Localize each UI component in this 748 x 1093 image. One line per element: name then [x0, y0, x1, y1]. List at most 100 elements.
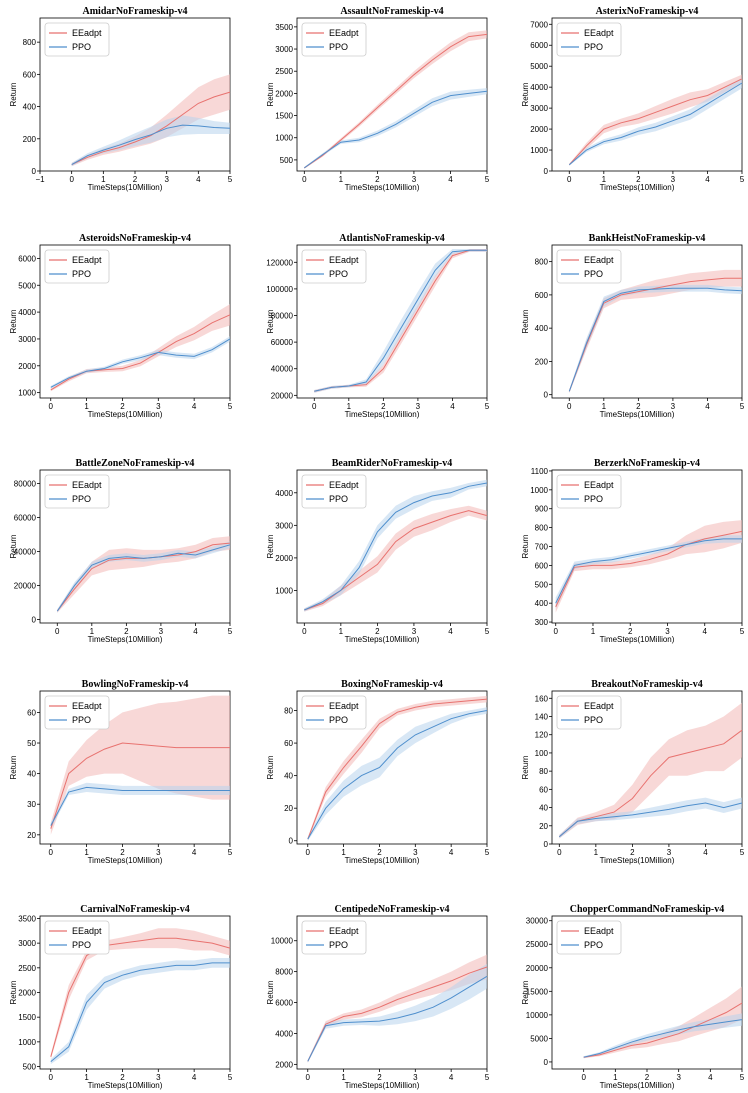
series-band-ppo: [583, 1013, 742, 1059]
x-tick-label: 1: [101, 175, 106, 184]
x-tick-label: 2: [375, 175, 380, 184]
y-tick-label: 40000: [271, 365, 294, 374]
y-tick-label: 120000: [266, 258, 293, 267]
series-band-eeadpt: [304, 505, 487, 612]
y-tick-label: 160: [535, 694, 549, 703]
x-tick-label: 5: [740, 1073, 745, 1082]
x-tick-label: 3: [413, 1073, 418, 1082]
x-tick-label: 5: [228, 402, 233, 411]
x-tick-label: 2: [636, 175, 641, 184]
x-tick-label: 1: [339, 627, 344, 636]
y-tick-label: 30: [27, 800, 36, 809]
y-tick-label: 1000: [275, 586, 293, 595]
chart-panel: CentipedeNoFrameskip-v4 0 1 2 3 4 5 2000 4000 600…: [266, 904, 490, 1090]
series-line-ppo: [314, 249, 487, 392]
x-tick-label: 2: [636, 402, 641, 411]
legend-box: [556, 249, 622, 284]
chart-title: AsteroidsNoFrameskip-v4: [79, 233, 191, 244]
series-line-ppo: [583, 1019, 743, 1058]
x-tick-label: 5: [740, 848, 745, 857]
x-axis-label: TimeSteps(10Million): [600, 856, 675, 865]
x-axis-label: TimeSteps(10Million): [345, 856, 420, 865]
x-tick-label: 2: [381, 402, 386, 411]
y-tick-label: 140: [535, 713, 549, 722]
chart-title: ChopperCommandNoFrameskip-v4: [570, 904, 724, 915]
y-axis-label: Return: [266, 309, 275, 333]
series-band-ppo: [304, 88, 487, 169]
y-tick-label: 3500: [18, 914, 36, 923]
y-tick-label: 2000: [18, 989, 36, 998]
x-tick-label: 2: [630, 848, 635, 857]
plot-frame: [296, 244, 488, 399]
x-tick-label: 0: [553, 627, 558, 636]
x-tick-label: 5: [740, 402, 745, 411]
x-tick-label: 1: [591, 627, 596, 636]
y-axis-label: Return: [521, 82, 530, 106]
chart-panel: BerzerkNoFrameskip-v4 0 1 2 3 4 5 300 400 500 600 7…: [521, 458, 745, 644]
series-line-ppo: [307, 710, 488, 840]
y-tick-label: 300: [535, 618, 549, 627]
x-axis-label: TimeSteps(10Million): [600, 1081, 675, 1090]
y-tick-label: 60: [539, 785, 548, 794]
y-axis-label: Return: [266, 755, 275, 779]
y-tick-label: 60: [27, 708, 36, 717]
x-tick-label: 5: [485, 627, 490, 636]
y-axis-label: Return: [521, 755, 530, 779]
chart-panel: BattleZoneNoFrameskip-v4 0 1 2 3 4 5 0 20000 4000…: [9, 458, 233, 644]
x-tick-label: 4: [708, 1073, 713, 1082]
y-tick-label: 2000: [275, 1060, 293, 1069]
plot-frame: [296, 469, 488, 624]
y-tick-label: 10000: [526, 1011, 549, 1020]
x-axis-label: TimeSteps(10Million): [600, 183, 675, 192]
x-axis-label: TimeSteps(10Million): [88, 410, 163, 419]
x-tick-label: 4: [192, 1073, 197, 1082]
y-tick-label: 4000: [275, 489, 293, 498]
series-band-eeadpt: [50, 928, 230, 1060]
y-tick-label: 500: [23, 1063, 37, 1072]
series-line-eeadpt: [307, 698, 488, 840]
chart-panel: CarnivalNoFrameskip-v4 0 1 2 3 4 5 500 1000 1500 2…: [9, 904, 233, 1090]
chart-title: BerzerkNoFrameskip-v4: [594, 458, 700, 469]
x-tick-label: 0: [306, 848, 311, 857]
y-tick-label: 1000: [530, 146, 548, 155]
chart-panel: BeamRiderNoFrameskip-v4 0 1 2 3 4 5 1000 2000 300…: [266, 458, 490, 644]
x-axis-label: TimeSteps(10Million): [345, 410, 420, 419]
y-tick-label: 30000: [526, 917, 549, 926]
plot-frame: [551, 690, 743, 845]
legend-label-ppo: PPO: [584, 940, 603, 950]
series-band-eeadpt: [50, 695, 230, 835]
y-tick-label: 3000: [275, 45, 293, 54]
y-tick-label: 1000: [18, 1038, 36, 1047]
chart-title: AsterixNoFrameskip-v4: [596, 6, 699, 17]
legend-label-ppo: PPO: [72, 494, 91, 504]
legend-label-eeadpt: EEadpt: [329, 926, 359, 936]
y-tick-label: 1000: [18, 389, 36, 398]
y-tick-label: 60: [284, 739, 293, 748]
series-band-ppo: [57, 541, 230, 613]
x-tick-label: 4: [703, 848, 708, 857]
x-axis-label: TimeSteps(10Million): [345, 1081, 420, 1090]
x-tick-label: 5: [485, 848, 490, 857]
series-line-eeadpt: [50, 937, 231, 1057]
y-tick-label: 4000: [18, 308, 36, 317]
x-tick-label: 5: [228, 175, 233, 184]
series-band-ppo: [569, 284, 742, 393]
x-tick-label: 3: [667, 848, 672, 857]
y-tick-label: 700: [535, 543, 549, 552]
chart-title: AmidarNoFrameskip-v4: [83, 6, 188, 17]
x-tick-label: 3: [671, 402, 676, 411]
y-tick-label: 80000: [14, 480, 37, 489]
x-tick-label: 5: [228, 627, 233, 636]
x-tick-label: 1: [602, 402, 607, 411]
x-axis-label: TimeSteps(10Million): [345, 183, 420, 192]
legend-box: [44, 920, 110, 955]
legend-label-eeadpt: EEadpt: [584, 926, 614, 936]
y-tick-label: 15000: [526, 987, 549, 996]
y-tick-label: 20: [27, 831, 36, 840]
legend-box: [556, 920, 622, 955]
x-tick-label: 0: [302, 175, 307, 184]
x-tick-label: 0: [581, 1073, 586, 1082]
plot-frame: [296, 17, 488, 172]
chart-panel: AtlantisNoFrameskip-v4 0 1 2 3 4 5 20000 40000 60…: [266, 233, 490, 419]
